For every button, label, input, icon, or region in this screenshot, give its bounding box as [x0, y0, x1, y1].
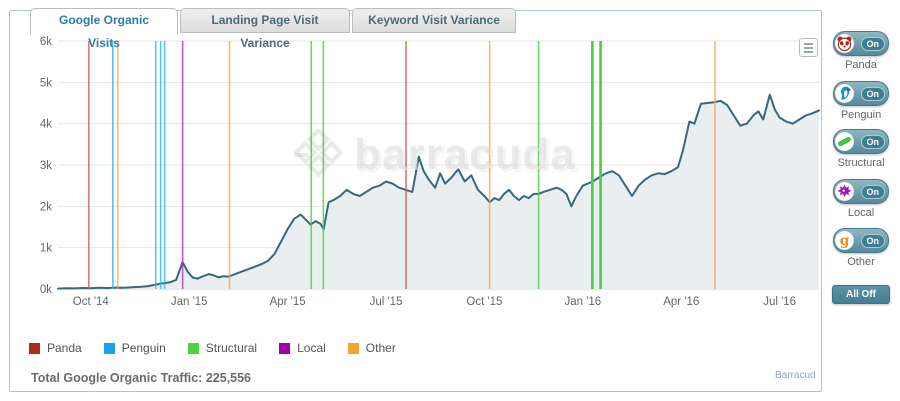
legend-item-penguin: Penguin: [103, 341, 166, 355]
hamburger-icon: [804, 42, 813, 45]
x-axis-tick-label: Jul '16: [763, 296, 796, 308]
export-menu-button[interactable]: [799, 38, 818, 57]
chart-legend: Panda Penguin Structural Local Other: [29, 341, 418, 355]
panda-toggle[interactable]: On: [833, 31, 889, 56]
total-traffic-value: 225,556: [205, 371, 251, 385]
svg-text:g: g: [840, 233, 850, 249]
local-toggle[interactable]: On: [833, 179, 889, 204]
tab-google-organic-visits[interactable]: Google Organic Visits: [30, 8, 178, 50]
structural-toggle[interactable]: On: [833, 129, 889, 154]
tab-keyword-visit-variance[interactable]: Keyword Visit Variance: [352, 8, 516, 33]
traffic-line: [57, 93, 820, 290]
other-toggle[interactable]: g On: [833, 228, 889, 253]
penguin-swatch: [103, 342, 115, 354]
penguin-icon: [840, 86, 852, 100]
filter-sidebar: On Panda On Penguin: [826, 0, 896, 401]
panda-icon: [837, 36, 852, 52]
structural-swatch: [187, 342, 199, 354]
y-axis-tick-label: 6k: [40, 36, 52, 48]
toggle-block-local: On Local: [826, 179, 896, 219]
x-axis-tick-label: Oct '15: [466, 296, 502, 308]
legend-item-panda: Panda: [29, 341, 82, 355]
panda-swatch: [29, 342, 40, 354]
x-axis-tick-label: Apr '15: [270, 296, 306, 308]
total-traffic-label: Total Google Organic Traffic:: [31, 371, 203, 385]
y-axis-tick-label: 2k: [40, 201, 52, 213]
total-traffic: Total Google Organic Traffic: 225,556: [31, 371, 251, 385]
legend-item-local: Local: [279, 341, 326, 355]
y-axis-tick-label: 3k: [40, 160, 52, 172]
local-swatch: [279, 342, 291, 354]
x-axis-tick-label: Apr '16: [663, 296, 699, 308]
legend-item-structural: Structural: [187, 341, 257, 355]
x-axis-tick-label: Oct '14: [73, 296, 110, 308]
local-icon: [837, 184, 852, 197]
google-g-icon: g: [840, 233, 850, 249]
x-axis-tick-label: Jul '15: [370, 296, 403, 308]
toggle-block-panda: On Panda: [826, 31, 896, 71]
penguin-toggle[interactable]: On: [833, 81, 889, 106]
toggle-block-other: g On Other: [826, 228, 896, 268]
y-axis-tick-label: 4k: [40, 119, 52, 131]
credits-text: Barracud: [775, 370, 816, 381]
x-axis-tick-label: Jan '16: [564, 296, 601, 308]
tab-bar: Google Organic Visits Landing Page Visit…: [30, 8, 518, 50]
other-swatch: [347, 342, 359, 354]
tab-landing-page-visit-variance[interactable]: Landing Page Visit Variance: [180, 8, 350, 50]
x-axis-tick-label: Jan '15: [171, 296, 208, 308]
y-axis-tick-label: 5k: [40, 77, 52, 89]
all-off-button[interactable]: All Off: [832, 285, 890, 304]
y-axis-tick-label: 0k: [40, 284, 52, 296]
chart-panel: Google Organic Visits Landing Page Visit…: [9, 8, 822, 392]
toggle-block-structural: On Structural: [826, 129, 896, 169]
structural-icon: [838, 137, 851, 146]
legend-item-other: Other: [347, 341, 396, 355]
traffic-area: [58, 94, 819, 289]
toggle-block-penguin: On Penguin: [826, 81, 896, 121]
traffic-area-chart[interactable]: 0k 1k 2k 3k 4k 5k 6k Oct '14 Jan '15 Apr '15 Jul '…: [10, 11, 821, 391]
y-axis-tick-label: 1k: [40, 243, 52, 255]
